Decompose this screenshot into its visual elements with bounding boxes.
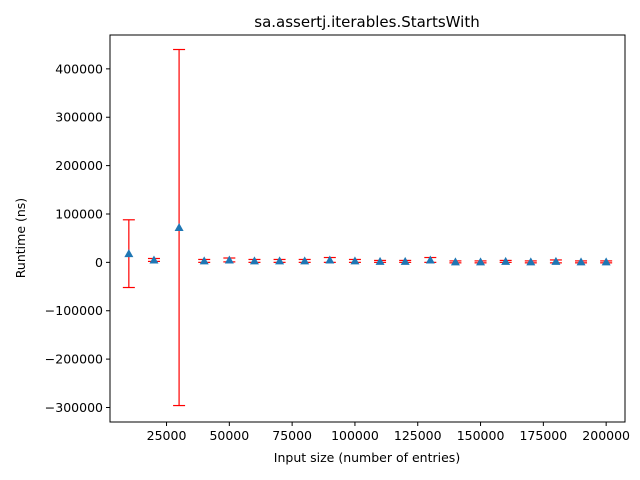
x-axis-label: Input size (number of entries) xyxy=(274,450,460,465)
y-tick-label: −300000 xyxy=(45,400,103,415)
data-point-marker xyxy=(174,223,184,232)
data-point-marker xyxy=(224,255,234,264)
data-point-marker xyxy=(300,256,310,265)
data-point-marker xyxy=(199,256,209,265)
data-point-marker xyxy=(149,255,159,264)
x-tick-label: 75000 xyxy=(272,428,312,443)
data-point-marker xyxy=(501,256,511,265)
y-tick-label: 200000 xyxy=(55,158,103,173)
data-point-marker xyxy=(350,256,360,265)
x-tick-label: 125000 xyxy=(394,428,442,443)
y-tick-label: 300000 xyxy=(55,110,103,125)
data-point-marker xyxy=(476,257,486,266)
y-axis-label: Runtime (ns) xyxy=(13,198,28,278)
x-tick-label: 100000 xyxy=(331,428,379,443)
x-tick-label: 200000 xyxy=(582,428,630,443)
data-point-marker xyxy=(450,257,460,266)
y-tick-label: 0 xyxy=(95,255,103,270)
data-point-marker xyxy=(551,256,561,265)
y-tick-label: 400000 xyxy=(55,61,103,76)
data-point-marker xyxy=(526,257,536,266)
data-point-marker xyxy=(325,255,335,264)
data-point-marker xyxy=(375,256,385,265)
data-point-marker xyxy=(249,256,259,265)
x-tick-label: 150000 xyxy=(457,428,505,443)
data-point-marker xyxy=(400,256,410,265)
chart-title: sa.assertj.iterables.StartsWith xyxy=(254,13,479,31)
data-point-marker xyxy=(275,256,285,265)
data-point-marker xyxy=(425,255,435,264)
x-tick-label: 175000 xyxy=(519,428,567,443)
y-tick-label: 100000 xyxy=(55,206,103,221)
data-point-marker xyxy=(576,257,586,266)
x-tick-label: 25000 xyxy=(147,428,187,443)
data-point-marker xyxy=(601,257,611,266)
y-tick-label: −100000 xyxy=(45,303,103,318)
data-point-marker xyxy=(124,249,134,258)
y-tick-label: −200000 xyxy=(45,352,103,367)
x-tick-label: 50000 xyxy=(209,428,249,443)
plot-area: 25000 50000 75000 100000 125000 150000 175000 2… xyxy=(45,34,630,443)
axes-frame xyxy=(109,34,626,423)
